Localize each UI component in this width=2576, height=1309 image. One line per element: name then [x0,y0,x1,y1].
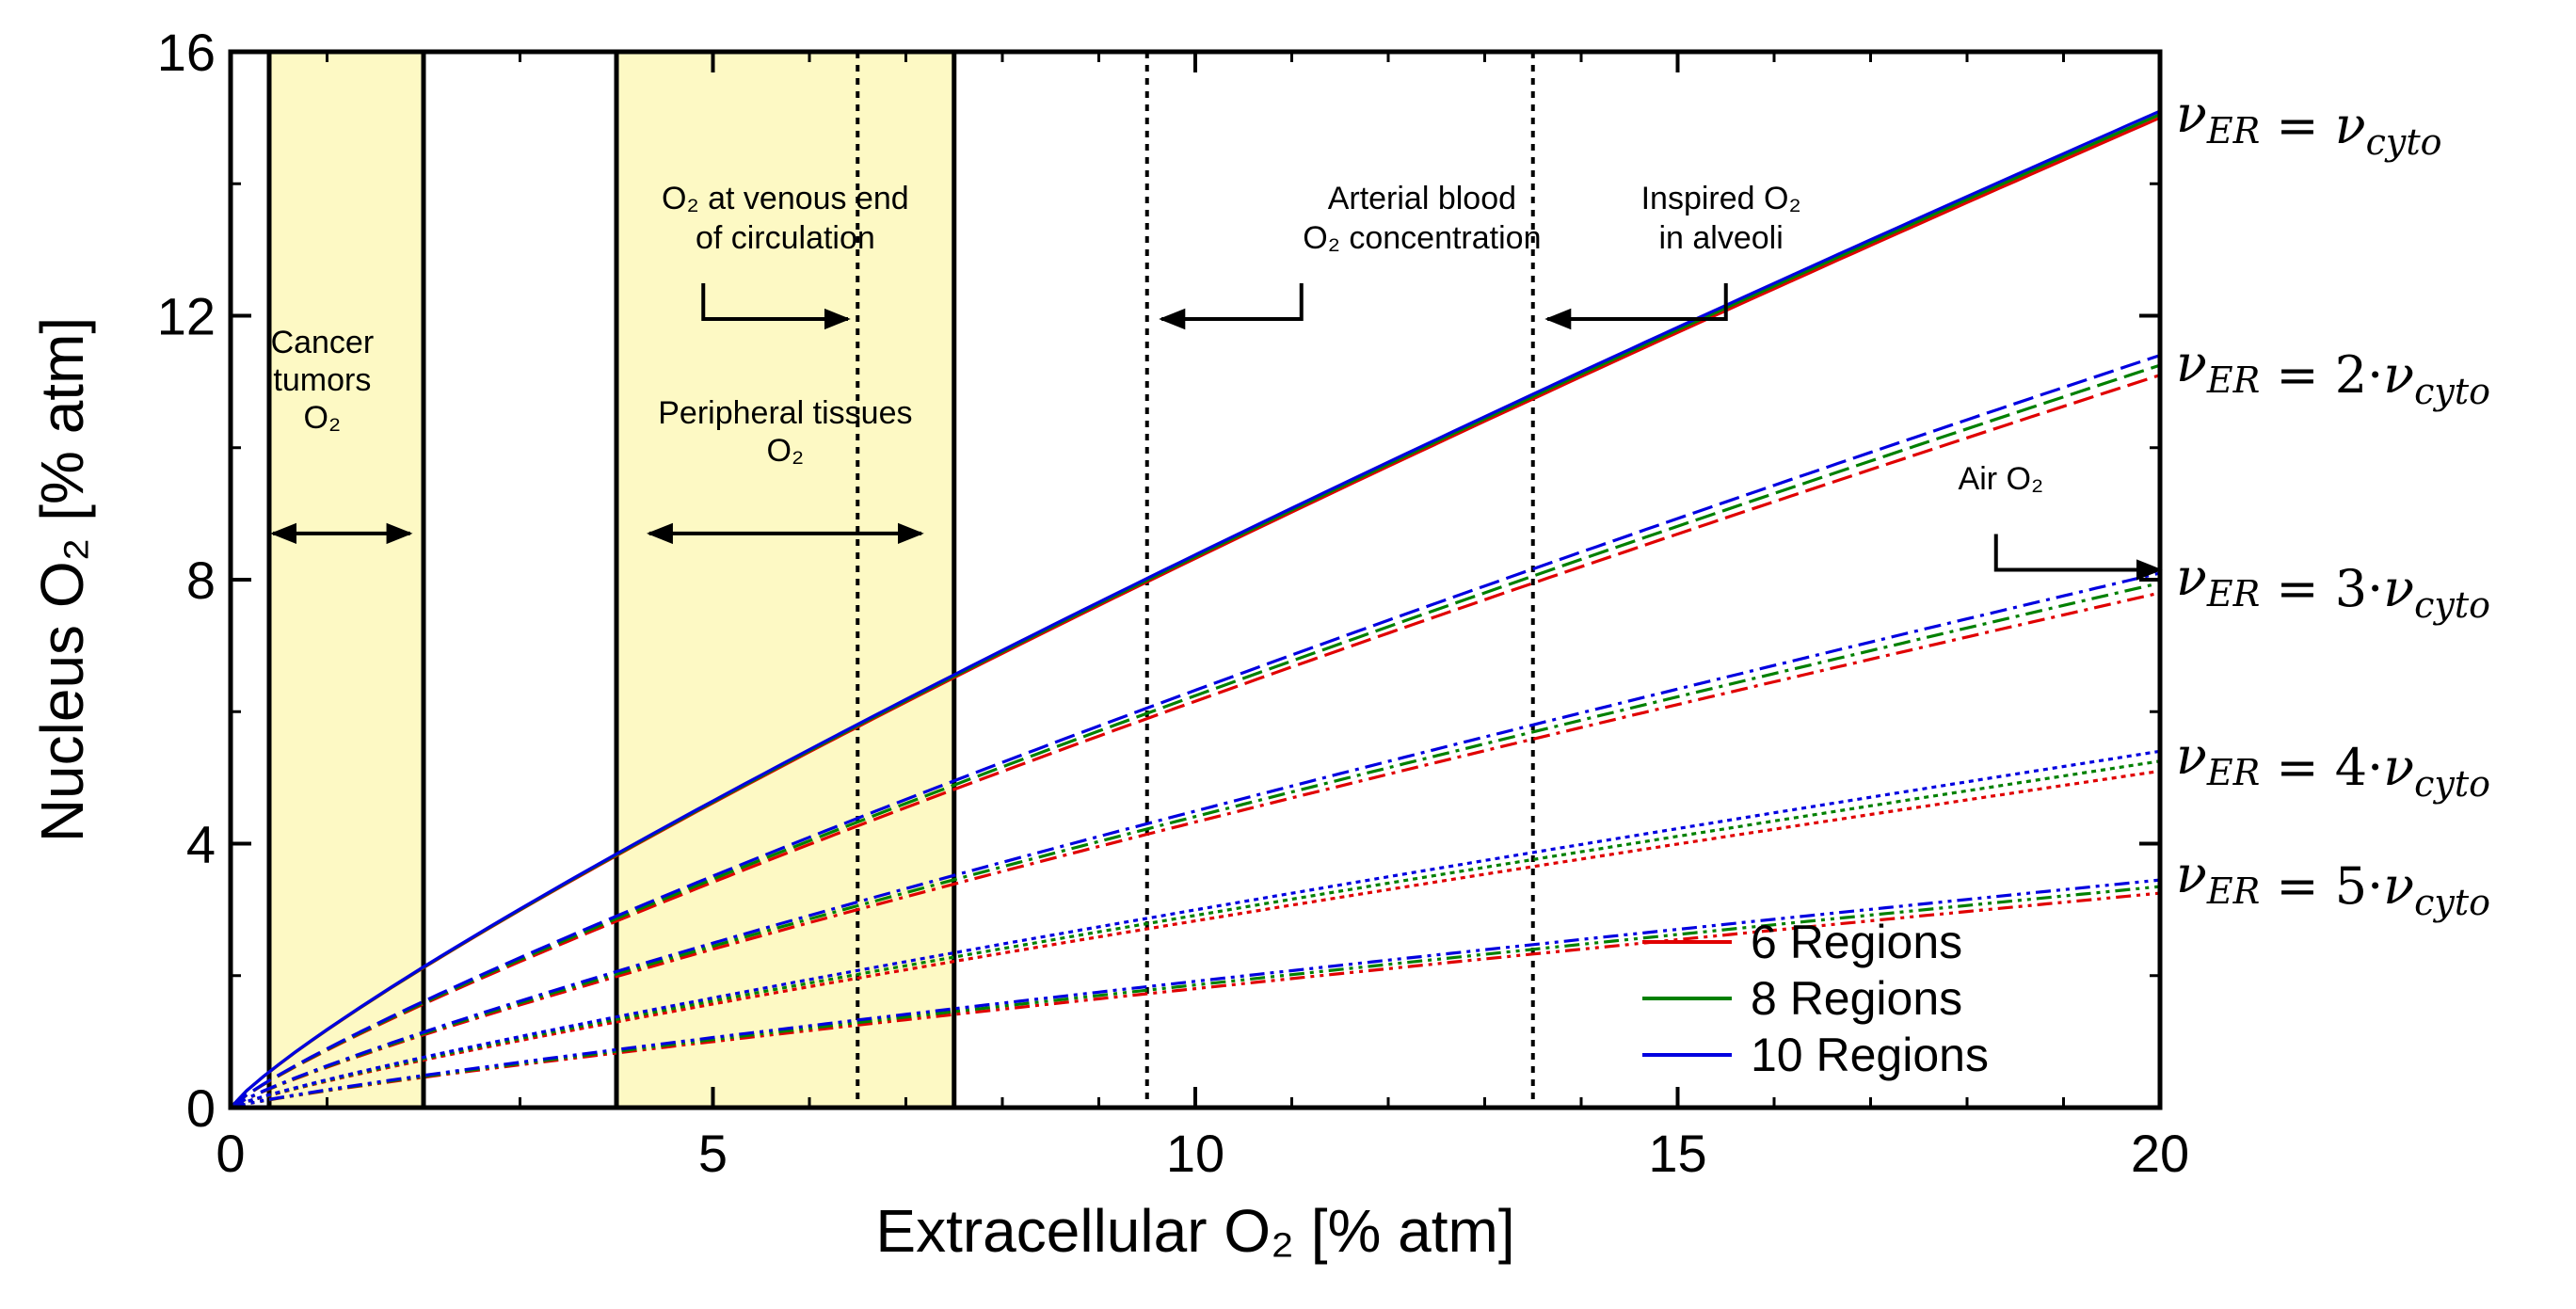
curve-label-4: νER = 4·νcyto [2176,726,2490,805]
curve-2-8-regions [230,363,2161,1109]
curve-label-1: νER = νcyto [2176,85,2442,163]
legend-label-1: 8 Regions [1751,972,1962,1025]
y-tick-label-2: 8 [186,551,216,610]
legend-label-0: 6 Regions [1751,916,1962,968]
x-tick-label-2: 10 [1166,1124,1224,1183]
annotation-arterial-line-0: Arterial blood [1328,181,1516,216]
annotation-inspired-line-0: Inspired O₂ [1641,181,1801,216]
annotation-venous-arrow [701,283,851,330]
shaded-band-1 [616,52,954,1108]
curve-2-6-regions [230,374,2161,1109]
curve-3-8-regions [230,581,2161,1109]
y-tick-label-1: 4 [186,815,216,874]
curve-label-5: νER = 5·νcyto [2176,845,2490,923]
curve-4-8-regions [230,759,2161,1109]
curve-3-6-regions [230,591,2161,1109]
legend-label-2: 10 Regions [1751,1029,1989,1081]
curve-labels: νER = νcyto νER = 2·νcyto νER = 3·νcyto νER… [2176,85,2490,923]
x-tick-label-1: 5 [698,1124,728,1183]
annotation-cancer-line-0: Cancer [271,325,375,360]
y-tick-label-0: 0 [186,1078,216,1138]
annotation-air-line-0: Air O₂ [1959,461,2044,497]
annotation-venous-line-0: O₂ at venous end [662,181,909,216]
annotation-arterial-line-1: O₂ concentration [1303,220,1541,256]
annotation-cancer-line-2: O₂ [304,400,342,436]
curve-2-10-regions [229,354,2161,1109]
annotation-inspired-line-1: in alveoli [1658,220,1783,256]
x-tick-label-0: 0 [216,1124,245,1183]
curve-label-3: νER = 3·νcyto [2176,548,2490,626]
curve-4-6-regions [230,769,2161,1109]
y-axis-title: Nucleus O₂ [% atm] [28,317,96,842]
annotation-peripheral-line-1: O₂ [767,433,805,469]
annotation-air-arrow [1993,534,2163,581]
curve-1-10-regions [229,109,2161,1109]
curve-3-10-regions [230,571,2161,1109]
axes: 0 5 10 15 20 0 4 8 12 16 Extracellular O₂ [% atm] N… [28,23,2189,1265]
shaded-band-0 [269,52,424,1108]
y-tick-label-3: 12 [157,287,216,346]
y-tick-label-4: 16 [157,23,216,82]
annotation-cancer-line-1: tumors [273,362,371,398]
data-curves [229,109,2161,1109]
curve-4-10-regions [230,749,2161,1109]
x-tick-label-3: 15 [1648,1124,1706,1183]
annotation-venous-line-1: of circulation [696,220,875,256]
x-tick-label-4: 20 [2131,1124,2189,1183]
curve-label-2: νER = 2·νcyto [2176,334,2490,412]
annotation-peripheral-line-0: Peripheral tissues [658,395,912,431]
shaded-bands [269,52,954,1108]
curve-5-10-regions [230,878,2161,1109]
annotation-inspired-arrow [1544,283,1728,330]
x-axis-title: Extracellular O₂ [% atm] [875,1197,1514,1265]
annotation-arterial-arrow [1159,283,1304,330]
